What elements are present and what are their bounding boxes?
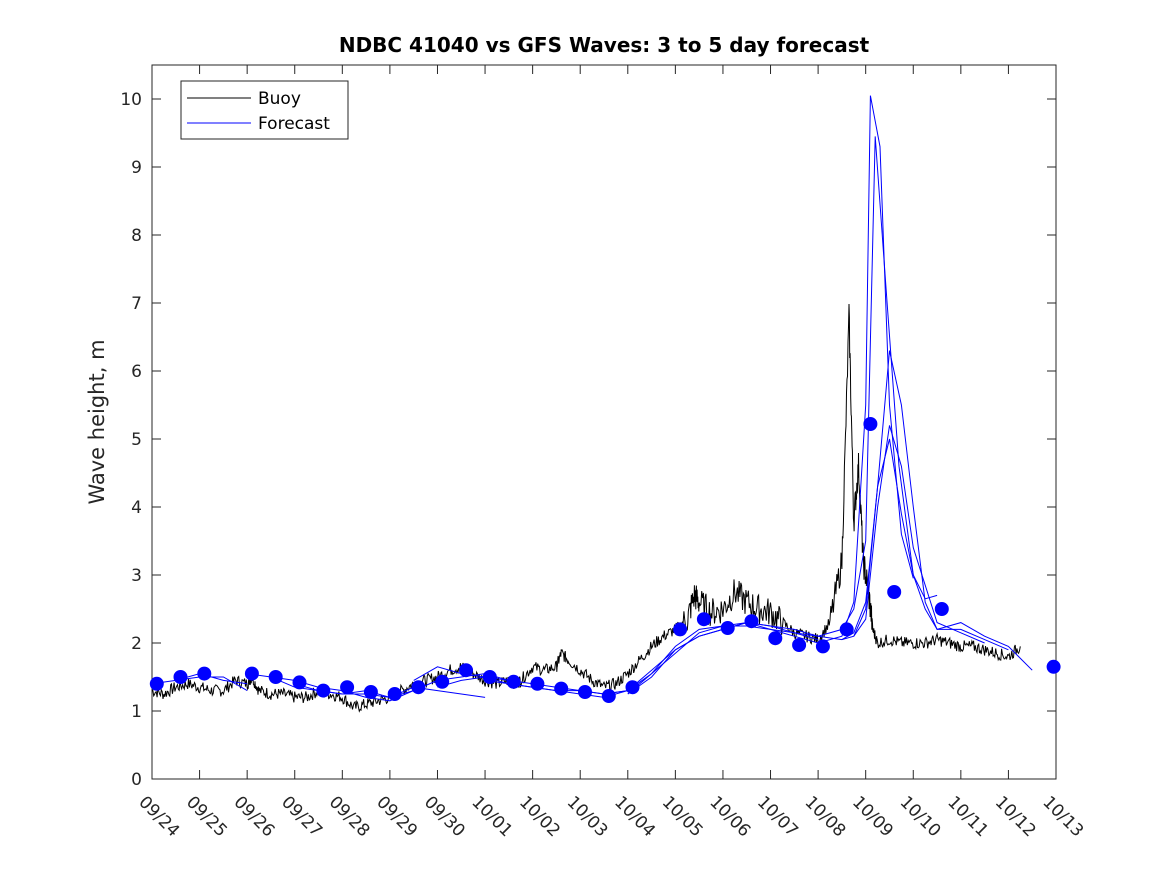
- y-axis-ticks: 0 1 2 3 4 5 6 7 8 9 10: [120, 90, 1056, 790]
- forecast-marker: [744, 614, 759, 629]
- forecast-marker: [363, 685, 378, 699]
- legend: Buoy Forecast: [180, 80, 349, 140]
- forecast-marker: [459, 663, 473, 678]
- legend-buoy-label: Buoy: [258, 89, 301, 109]
- forecast-marker: [268, 670, 283, 684]
- y-tick-label: 8: [131, 226, 142, 246]
- forecast-marker: [197, 666, 212, 681]
- forecast-marker: [530, 676, 545, 691]
- y-tick-label: 10: [120, 90, 142, 110]
- forecast-marker: [839, 622, 854, 637]
- forecast-marker: [482, 670, 497, 684]
- forecast-marker: [506, 674, 521, 689]
- forecast-marker: [863, 417, 878, 431]
- forecast-marker: [768, 631, 783, 646]
- forecast-marker: [673, 622, 688, 637]
- forecast-marker: [435, 674, 450, 689]
- forecast-marker: [720, 621, 735, 635]
- forecast-run-line: [853, 425, 985, 644]
- forecast-marker: [1046, 659, 1061, 674]
- forecast-marker: [149, 676, 164, 691]
- forecast-run-line: [175, 676, 248, 692]
- forecast-marker: [387, 687, 402, 701]
- forecast-run-line: [841, 438, 1009, 651]
- forecast-marker: [340, 680, 355, 695]
- buoy-series-line: [151, 303, 1021, 713]
- forecast-marker: [554, 681, 569, 696]
- y-tick-label: 7: [131, 294, 142, 314]
- axes-box: [151, 64, 1057, 780]
- forecast-marker: [934, 602, 949, 616]
- y-axis-label: Wave height, m: [85, 339, 109, 504]
- y-tick-label: 4: [131, 498, 142, 518]
- forecast-marker: [244, 666, 259, 681]
- forecast-marker: [601, 689, 616, 703]
- y-tick-label: 3: [131, 566, 142, 586]
- y-tick-label: 0: [131, 770, 142, 790]
- y-tick-label: 6: [131, 362, 142, 382]
- forecast-marker: [411, 680, 426, 695]
- forecast-marker: [292, 675, 307, 690]
- legend-forecast-label: Forecast: [258, 114, 330, 134]
- forecast-marker: [625, 680, 640, 695]
- forecast-run-line: [627, 350, 1033, 695]
- forecast-marker: [578, 685, 592, 699]
- y-tick-label: 1: [131, 702, 142, 722]
- forecast-marker: [887, 585, 902, 599]
- forecast-marker: [696, 612, 711, 627]
- series-layer: [149, 95, 1061, 713]
- forecast-marker: [173, 670, 188, 684]
- forecast-run-line: [413, 666, 581, 692]
- plot-area: 09/2409/2509/2609/2709/2809/2909/3010/01…: [120, 64, 1087, 841]
- forecast-marker: [316, 683, 331, 698]
- y-tick-label: 5: [131, 430, 142, 450]
- forecast-marker: [815, 639, 830, 654]
- chart-title: NDBC 41040 vs GFS Waves: 3 to 5 day fore…: [339, 33, 870, 57]
- y-tick-label: 2: [131, 634, 142, 654]
- forecast-run-line: [627, 136, 938, 695]
- legend-box: [180, 80, 349, 140]
- y-tick-label: 9: [131, 158, 142, 178]
- forecast-marker: [792, 638, 807, 652]
